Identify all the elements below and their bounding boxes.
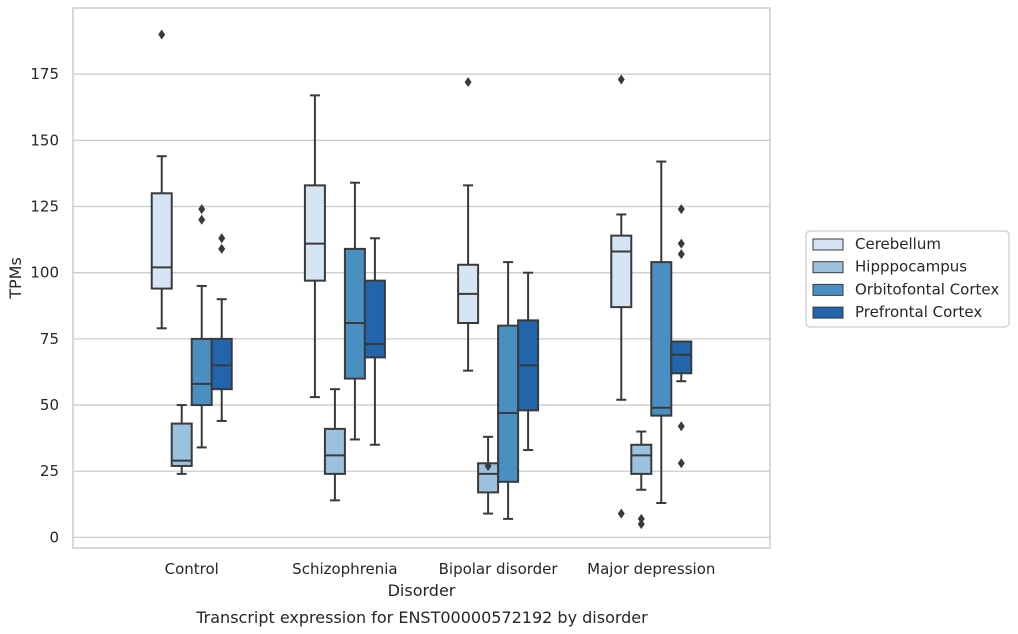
outlier-point [677,238,685,249]
outlier-point [218,233,226,244]
box-iqr [497,324,520,483]
gridlines [73,73,770,539]
box-hipppocampus [477,435,500,515]
box-cerebellum [610,74,633,519]
y-tick-label: 0 [49,528,59,546]
outlier-point [198,214,206,225]
legend-label: Cerebellum [855,235,941,253]
outlier-point [158,29,166,40]
box-cerebellum [457,77,480,372]
outlier-point [677,204,685,215]
x-axis-label: Disorder [388,581,456,600]
box-orbitofontal-cortex [497,261,520,520]
outlier-point [198,204,206,215]
box-iqr [670,340,693,375]
box-cerebellum [303,94,326,399]
box-orbitofontal-cortex [343,181,366,441]
outlier-point [218,243,226,254]
box-iqr [210,337,233,391]
x-tick-labels: Control Schizophrenia Bipolar disorder Majo… [165,560,716,578]
legend-label: Orbitofontal Cortex [855,280,999,298]
outlier-point [617,508,625,519]
box-iqr [323,427,346,475]
legend: Cerebellum Hipppocampus Orbitofontal Corte… [805,230,1010,328]
y-tick-label: 100 [30,264,59,282]
box-iqr [630,443,653,475]
box-iqr [150,192,173,290]
box-prefrontal-cortex [517,271,540,452]
box-iqr [343,247,366,380]
box-iqr [650,261,673,417]
y-tick-label: 75 [40,330,59,348]
outlier-point [637,513,645,524]
y-tick-label: 25 [40,462,59,480]
outlier-point [464,77,472,88]
legend-swatch [812,306,844,319]
boxes-layer [150,29,693,530]
box-iqr [610,234,633,309]
box-cerebellum [150,29,173,330]
box-prefrontal-cortex [210,233,233,422]
legend-swatch [812,238,844,251]
outlier-point [677,458,685,469]
box-prefrontal-cortex [363,237,386,446]
x-tick-label: Schizophrenia [292,560,397,578]
legend-label: Prefrontal Cortex [855,303,982,321]
box-hipppocampus [323,388,346,502]
x-tick-label: Major depression [587,560,715,578]
y-tick-label: 175 [30,65,59,83]
y-tick-label: 125 [30,198,59,216]
outlier-point [637,519,645,530]
box-hipppocampus [630,430,653,530]
box-iqr [170,422,193,467]
legend-swatch [812,283,844,296]
y-tick-label: 50 [40,396,59,414]
outlier-point [677,421,685,432]
chart-caption: Transcript expression for ENST0000057219… [195,608,648,627]
plot-frame [72,7,771,549]
y-axis-label: TPMs [6,257,25,300]
box-iqr [363,279,386,359]
outlier-point [677,249,685,260]
box-orbitofontal-cortex [190,204,213,449]
outlier-point [484,460,492,471]
y-tick-label: 150 [30,131,59,149]
box-iqr [190,337,213,407]
box-prefrontal-cortex [670,204,693,469]
y-tick-labels: 0 25 50 75 100 125 150 175 [30,65,59,546]
x-tick-label: Control [165,560,219,578]
box-hipppocampus [170,404,193,475]
x-tick-label: Bipolar disorder [439,560,559,578]
box-iqr [303,184,326,282]
outlier-point [617,74,625,85]
box-orbitofontal-cortex [650,160,673,504]
legend-frame [805,230,1010,328]
legend-swatch [812,261,844,274]
legend-label: Hipppocampus [855,258,967,276]
